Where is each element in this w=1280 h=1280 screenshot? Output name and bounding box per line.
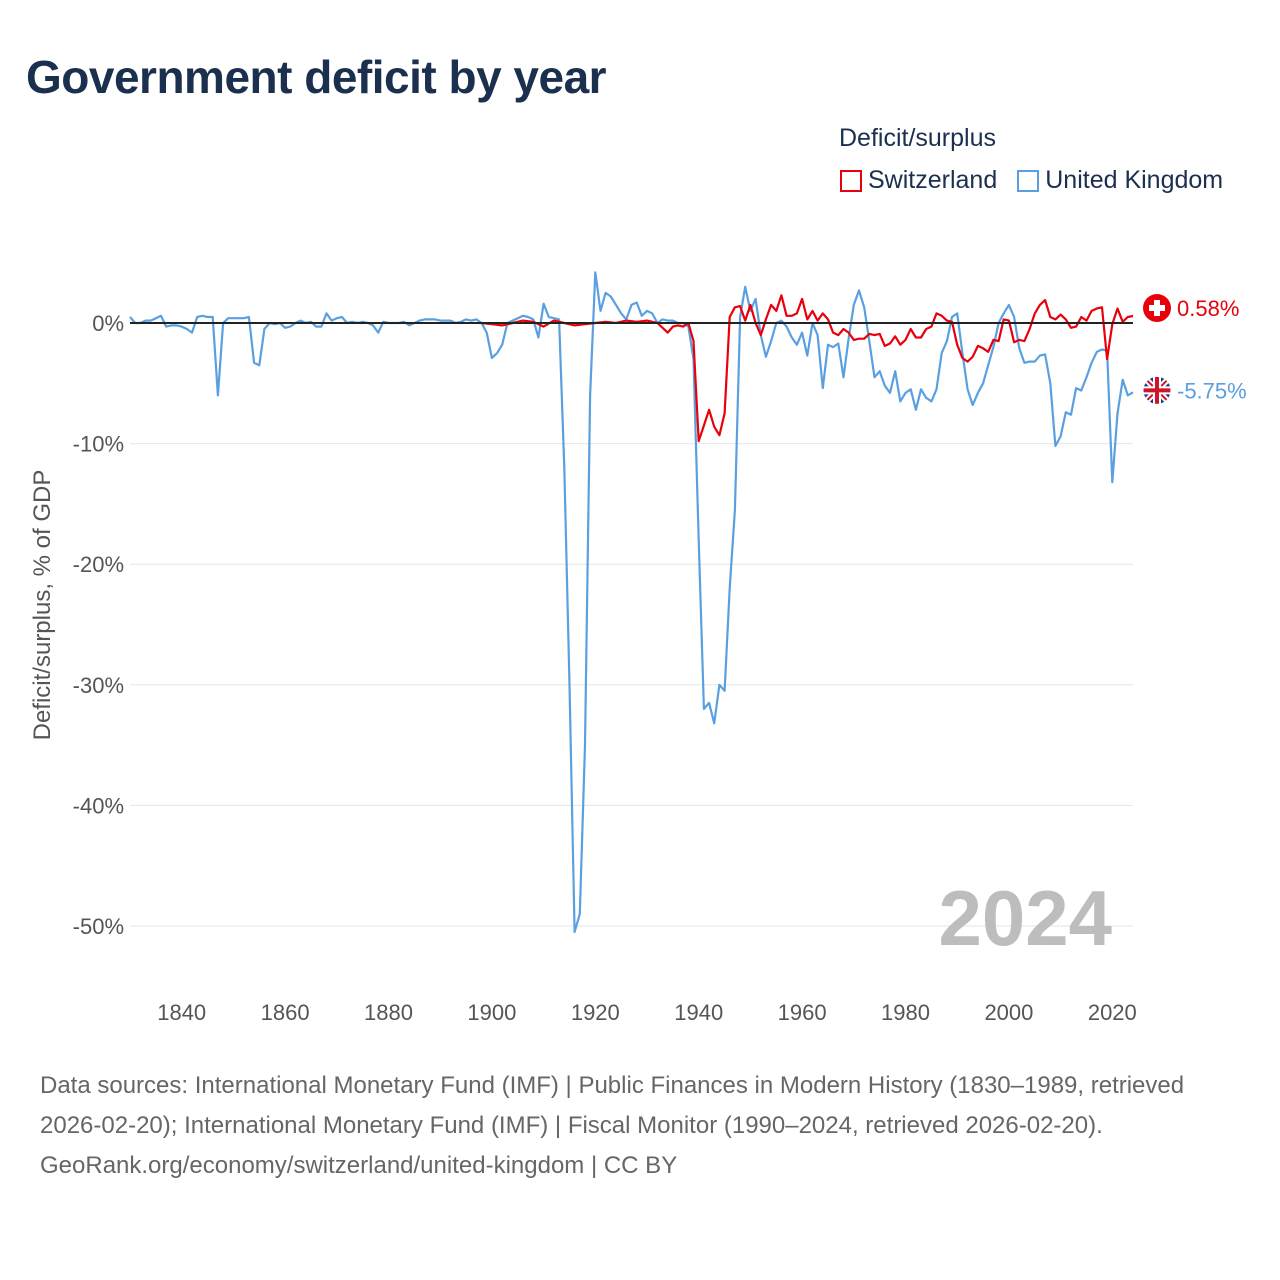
flag-cross-horizontal bbox=[1149, 305, 1165, 312]
x-tick-label: 1880 bbox=[364, 1000, 413, 1025]
x-tick-label: 2000 bbox=[984, 1000, 1033, 1025]
x-axis-ticks: 1840 1860 1880 1900 1920 1940 1960 1980 2000 2020 bbox=[157, 1000, 1137, 1025]
legend-label-switzerland: Switzerland bbox=[868, 166, 998, 194]
y-tick-label: 0% bbox=[92, 311, 124, 336]
x-tick-label: 1980 bbox=[881, 1000, 930, 1025]
end-label-switzerland: 0.58% bbox=[1177, 296, 1239, 321]
series-line-switzerland bbox=[481, 294, 1134, 443]
switzerland-flag-icon bbox=[1143, 294, 1171, 323]
y-tick-label: -50% bbox=[73, 914, 124, 939]
series-lines bbox=[129, 271, 1134, 934]
x-tick-label: 1940 bbox=[674, 1000, 723, 1025]
end-markers: 0.58% -5.75% bbox=[1142, 294, 1247, 405]
y-tick-label: -20% bbox=[73, 552, 124, 577]
y-axis-ticks: 0% -10% -20% -30% -40% -50% bbox=[73, 311, 124, 939]
x-tick-label: 1840 bbox=[157, 1000, 206, 1025]
line-chart: 0%-10%-20%-30%-40%-50% 1840 1860 1880 1900 1… bbox=[29, 271, 1247, 1025]
legend-item-united-kingdom[interactable]: United Kingdom bbox=[1017, 166, 1223, 195]
credit-link[interactable]: GeoRank.org/economy/switzerland/united-k… bbox=[40, 1152, 678, 1179]
y-tick-label: -30% bbox=[73, 673, 124, 698]
series-line-united-kingdom bbox=[129, 271, 1134, 934]
legend-label-united-kingdom: United Kingdom bbox=[1045, 166, 1224, 194]
legend: Switzerland United Kingdom bbox=[840, 166, 1223, 195]
year-watermark: 2024 bbox=[938, 874, 1112, 962]
y-tick-label: -10% bbox=[73, 432, 124, 457]
page-title: Government deficit by year bbox=[26, 51, 607, 103]
data-sources: Data sources: International Monetary Fun… bbox=[40, 1072, 1185, 1139]
united-kingdom-flag-icon bbox=[1142, 375, 1172, 405]
end-label-united-kingdom: -5.75% bbox=[1177, 378, 1247, 403]
legend-swatch-switzerland bbox=[840, 169, 862, 192]
y-axis-label: Deficit/surplus, % of GDP bbox=[29, 470, 56, 741]
x-tick-label: 1900 bbox=[467, 1000, 516, 1025]
x-tick-label: 1960 bbox=[778, 1000, 827, 1025]
footer: Data sources: International Monetary Fun… bbox=[40, 1066, 1240, 1186]
flag-cross-v-red bbox=[1155, 376, 1159, 405]
x-tick-label: 1920 bbox=[571, 1000, 620, 1025]
legend-item-switzerland[interactable]: Switzerland bbox=[840, 166, 997, 195]
flag-ring bbox=[1142, 375, 1172, 405]
flag-body bbox=[1143, 376, 1171, 405]
x-tick-label: 1860 bbox=[261, 1000, 310, 1025]
legend-swatch-united-kingdom bbox=[1017, 169, 1040, 192]
y-tick-label: -40% bbox=[73, 793, 124, 818]
grid-lines bbox=[130, 443, 1133, 927]
x-tick-label: 2020 bbox=[1088, 1000, 1137, 1025]
